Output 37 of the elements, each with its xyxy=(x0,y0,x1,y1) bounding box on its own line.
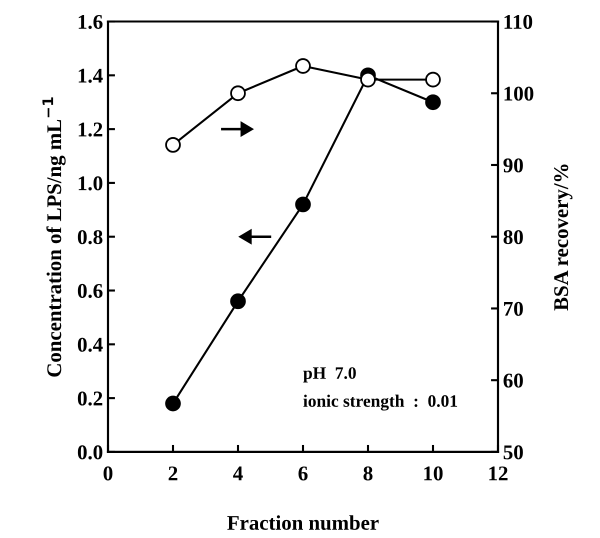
y-tick-label: 1.2 xyxy=(78,122,102,137)
x-tick-label: 8 xyxy=(363,466,373,480)
y-axis-title: Concentration of LPS/ng mL$^{−1}$ xyxy=(42,97,66,377)
annotation: pH 7.0 xyxy=(303,367,356,382)
y-tick-label: 0.8 xyxy=(78,230,102,244)
y2-tick-label: 80 xyxy=(504,230,523,244)
x-tick-label: 4 xyxy=(233,466,243,480)
y-tick-label: 1.0 xyxy=(78,176,102,190)
y-tick-label: 0.2 xyxy=(78,391,102,406)
y2-tick-label: 60 xyxy=(504,374,523,388)
point xyxy=(425,72,441,88)
point xyxy=(295,58,311,74)
x-tick-label: 12 xyxy=(489,466,508,480)
annotation: ionic strength : 0.01 xyxy=(303,394,458,411)
point xyxy=(360,72,376,88)
y2-axis-title: BSA recovery/% xyxy=(554,164,572,311)
point xyxy=(425,94,441,110)
x-tick-label: 2 xyxy=(168,466,178,480)
point xyxy=(165,137,181,153)
y2-tick-label: 70 xyxy=(504,302,523,316)
x-axis-title: Fraction number xyxy=(227,515,379,530)
x-tick-label: 10 xyxy=(424,466,443,480)
y-tick-label: 0.6 xyxy=(78,284,103,298)
point xyxy=(230,85,246,102)
x-tick-label: 6 xyxy=(298,466,308,480)
y-tick-label: 1.6 xyxy=(78,14,103,30)
point xyxy=(230,293,246,310)
y-tick-label: 0.4 xyxy=(78,338,103,352)
y-tick-label: 1.4 xyxy=(78,68,103,83)
y2-tick-label: 100 xyxy=(504,86,534,101)
y-tick-label: 0.0 xyxy=(78,445,102,460)
y2-tick-label: 110 xyxy=(504,14,532,29)
x-tick-label: 0 xyxy=(104,466,112,480)
point xyxy=(165,396,181,412)
y2-tick-label: 50 xyxy=(504,445,523,460)
point xyxy=(295,196,311,212)
y2-tick-label: 90 xyxy=(503,158,523,172)
